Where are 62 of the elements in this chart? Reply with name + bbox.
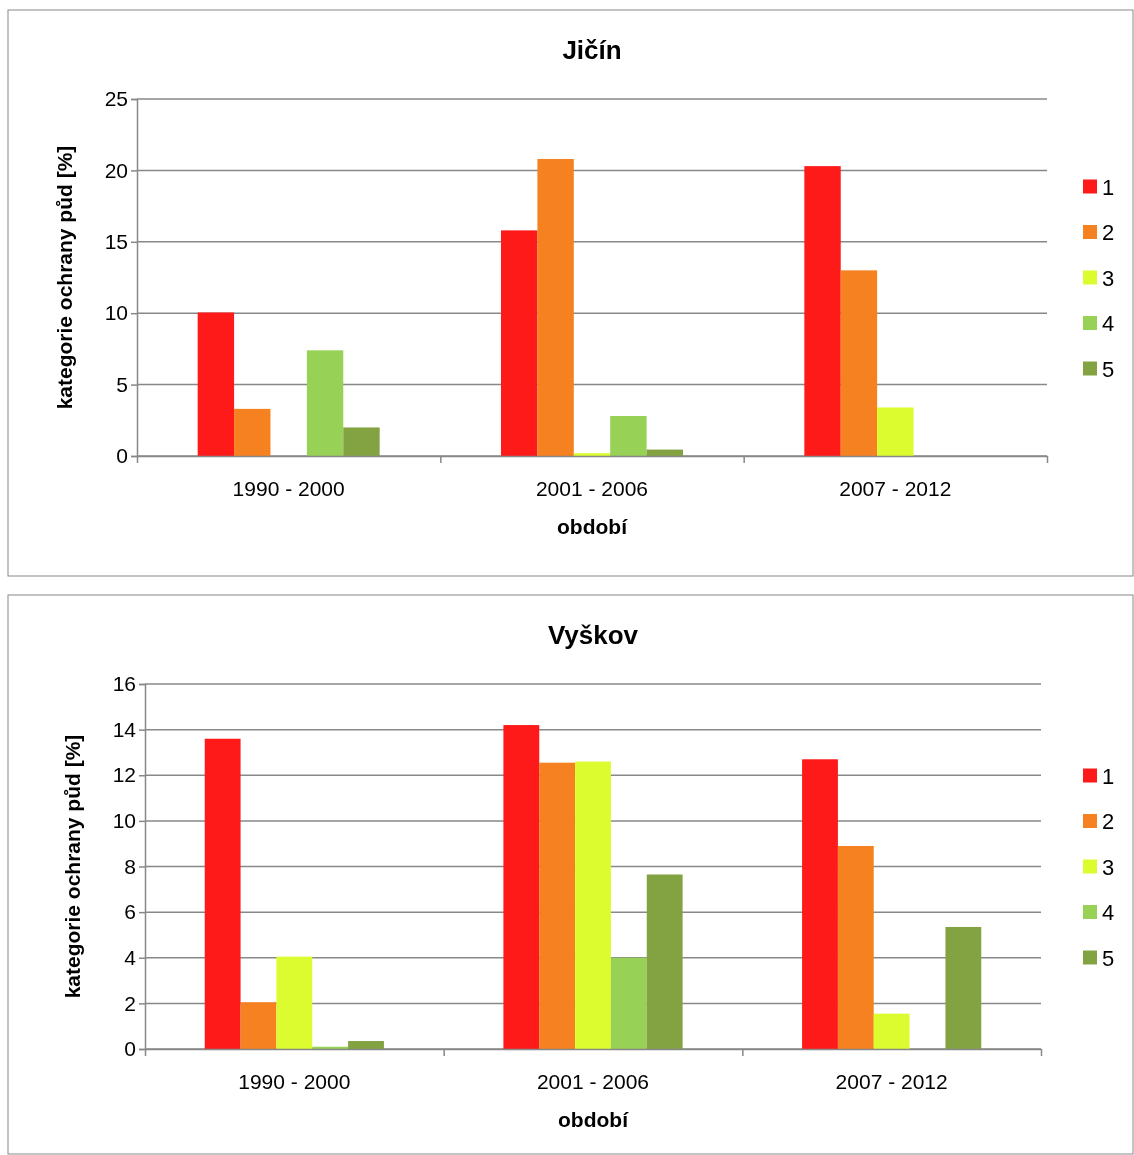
bar [204,738,241,1049]
y-tick-label: 25 [104,87,128,111]
y-tick-label: 2 [124,991,136,1015]
bar [646,874,683,1049]
bar [610,416,647,456]
y-axis-title: kategorie ochrany půd [%] [53,145,76,410]
x-tick-label: 2007 - 2012 [835,1070,948,1093]
legend-label: 2 [1102,809,1115,834]
y-tick-label: 15 [104,230,128,254]
bar [573,453,611,456]
x-axis-title: období [557,515,629,538]
y-tick-label: 6 [124,900,136,924]
x-tick-label: 2001 - 2006 [535,477,649,500]
y-tick-label: 8 [124,854,136,878]
bar [348,1041,384,1049]
y-tick-label: 10 [112,809,136,833]
y-tick-label: 0 [124,1037,136,1061]
bar [837,845,874,1049]
y-tick-label: 12 [112,763,136,787]
bar [646,449,683,456]
legend-label: 4 [1102,900,1115,925]
x-tick-label: 1990 - 2000 [232,477,345,500]
y-tick-label: 10 [104,301,128,325]
y-tick-label: 14 [112,717,137,741]
legend-label: 4 [1102,311,1115,336]
bar [240,1002,277,1049]
bar [840,270,878,456]
bar [197,312,235,456]
bar [804,166,841,456]
bar [575,761,611,1049]
bar [873,1013,910,1049]
bar [343,427,380,456]
bar [503,725,540,1049]
chart-title: Vyškov [547,620,639,650]
bar [610,957,647,1049]
x-axis-title: období [558,1108,630,1131]
x-tick-label: 2001 - 2006 [536,1070,650,1093]
bar [306,350,344,456]
bar [877,407,914,456]
y-tick-label: 5 [116,372,128,396]
y-tick-label: 16 [112,672,136,696]
legend-label: 1 [1102,174,1115,200]
bar [537,158,574,456]
y-axis-title: kategorie ochrany půd [%] [61,734,84,999]
bar [276,956,313,1049]
legend-label: 3 [1102,854,1115,880]
bar [945,926,982,1049]
y-tick-label: 4 [124,945,137,969]
bar [234,408,271,456]
chart-title: Jičín [562,35,622,65]
legend-label: 3 [1102,265,1115,291]
x-tick-label: 1990 - 2000 [238,1070,351,1093]
y-tick-label: 20 [104,158,128,182]
bar [539,762,576,1049]
y-tick-label: 0 [116,444,128,468]
legend-label: 1 [1102,763,1115,789]
bar [802,759,838,1049]
legend-label: 5 [1102,356,1115,382]
legend-label: 2 [1102,220,1115,245]
legend-label: 5 [1102,945,1115,971]
bar [501,230,538,456]
x-tick-label: 2007 - 2012 [839,477,952,500]
